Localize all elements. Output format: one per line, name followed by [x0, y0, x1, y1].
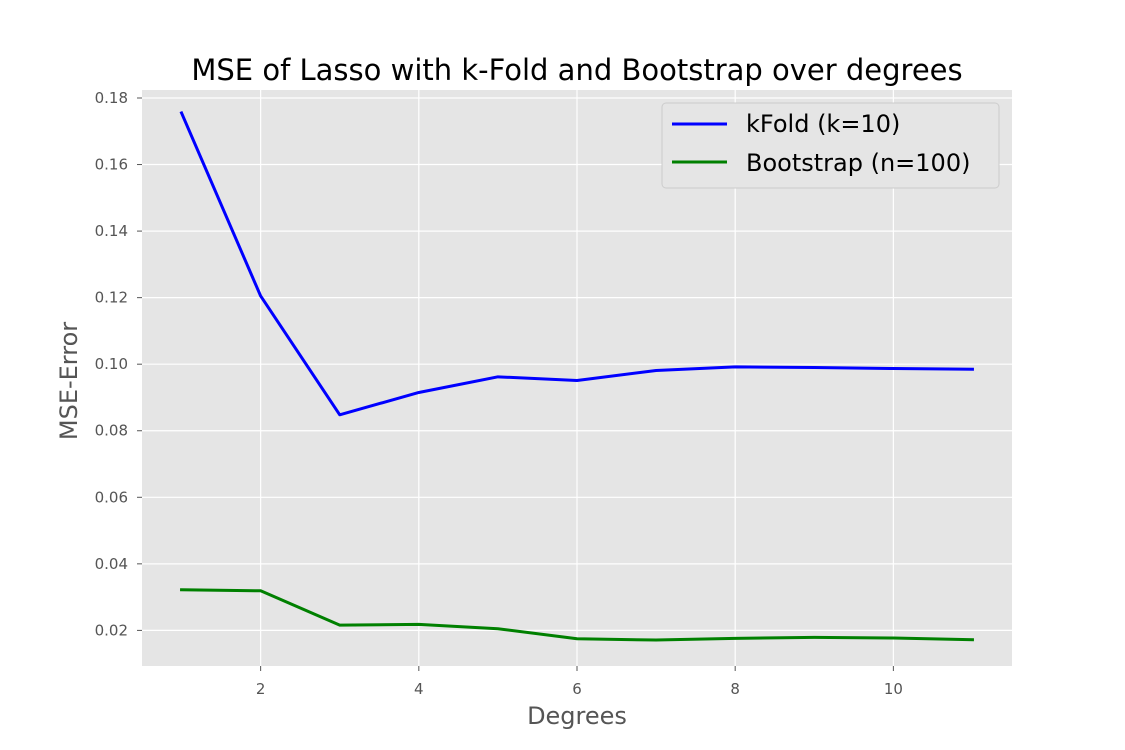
- series-lines: [179, 110, 974, 642]
- y-tick-label: 0.06: [95, 488, 128, 506]
- x-tick-label: 6: [572, 680, 582, 698]
- y-tick-label: 0.18: [95, 89, 128, 107]
- y-tick-label: 0.12: [95, 289, 128, 307]
- x-axis-label: Degrees: [527, 702, 627, 730]
- x-tick-label: 8: [730, 680, 740, 698]
- y-axis: 0.02 0.04 0.06 0.08 0.10 0.12 0.14 0.16 0.18: [95, 89, 142, 639]
- y-tick-label: 0.14: [95, 222, 128, 240]
- y-tick-label: 0.02: [95, 621, 128, 639]
- y-tick-label: 0.16: [95, 156, 128, 174]
- y-tick-label: 0.10: [95, 355, 128, 373]
- y-axis-label: MSE-Error: [55, 322, 83, 440]
- x-tick-label: 2: [256, 680, 266, 698]
- y-tick-label: 0.08: [95, 422, 128, 440]
- x-tick-label: 10: [884, 680, 903, 698]
- legend: kFold (k=10) Bootstrap (n=100): [661, 102, 1000, 189]
- grid: [142, 90, 1012, 666]
- chart-title: MSE of Lasso with k-Fold and Bootstrap o…: [191, 53, 962, 87]
- x-axis: 2 4 6 8 10: [256, 666, 903, 698]
- legend-label-kfold: kFold (k=10): [746, 110, 900, 138]
- x-tick-label: 4: [414, 680, 424, 698]
- legend-box: [661, 102, 1000, 189]
- y-tick-label: 0.04: [95, 555, 128, 573]
- legend-label-bootstrap: Bootstrap (n=100): [746, 149, 970, 177]
